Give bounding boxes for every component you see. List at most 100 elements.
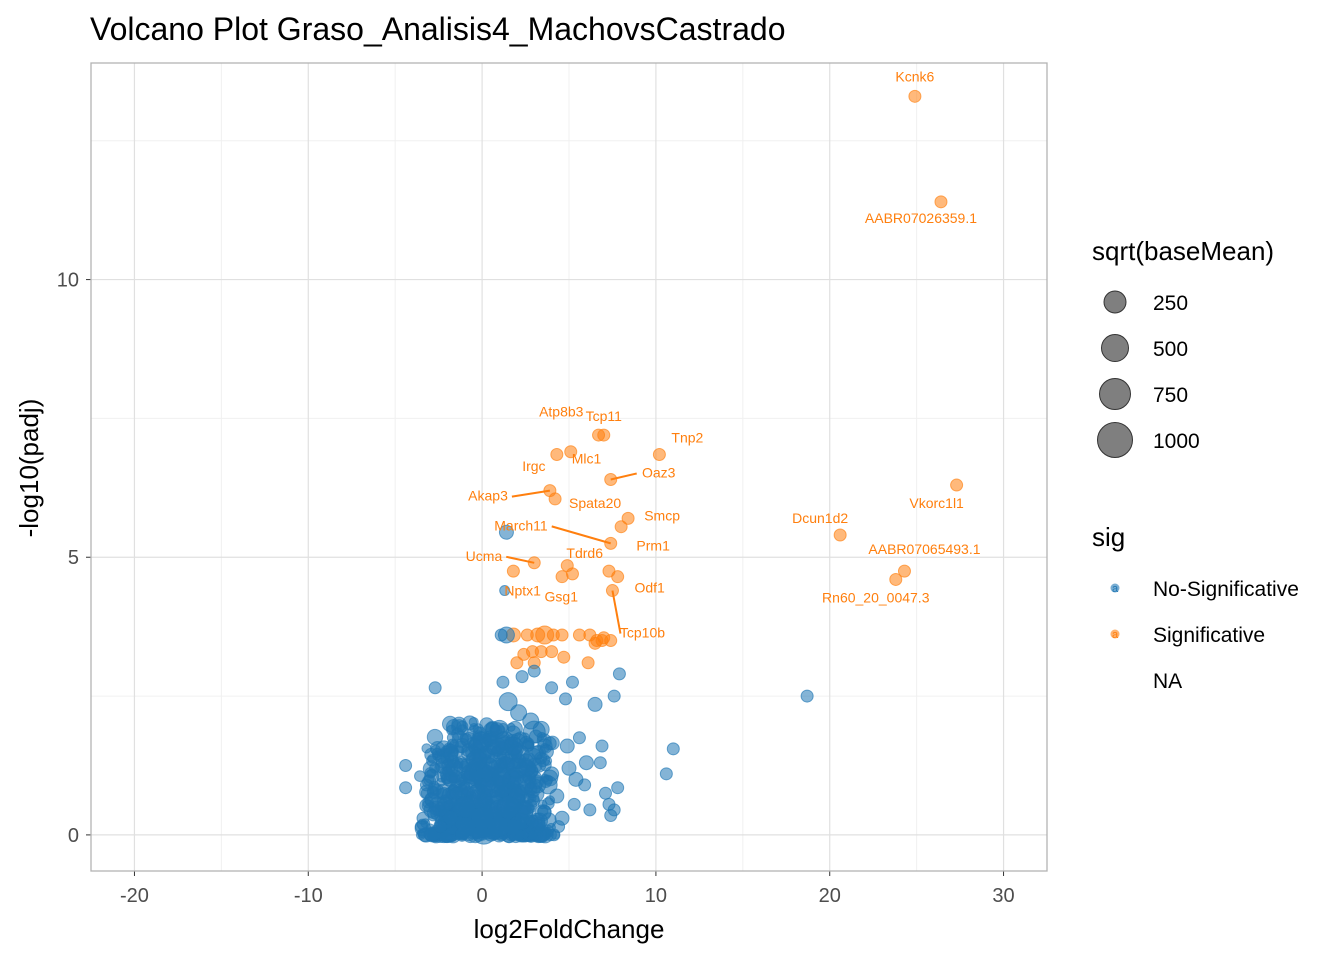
data-point-no-significative — [445, 759, 463, 777]
data-point-significative — [897, 564, 911, 578]
data-point-no-significative — [510, 704, 528, 722]
data-point-no-significative — [607, 803, 621, 817]
data-point-no-significative — [515, 818, 527, 830]
data-point-no-significative — [595, 739, 609, 753]
legend-color-key-sig — [1110, 629, 1120, 639]
panel-border — [90, 62, 1048, 872]
gene-label: Smcp — [644, 507, 680, 523]
gene-label: AABR07026359.1 — [865, 210, 977, 226]
data-point-significative — [548, 492, 562, 506]
data-point-no-significative — [498, 524, 514, 540]
gene-label: Oaz3 — [642, 464, 676, 480]
data-point-significative — [555, 570, 569, 584]
legend-size-1000: 1000 — [1153, 430, 1200, 453]
data-point-significative — [621, 511, 635, 525]
x-axis-label: log2FoldChange — [474, 914, 665, 944]
data-point-no-significative — [559, 738, 575, 754]
label-connector — [610, 472, 637, 481]
data-point-no-significative — [426, 806, 440, 820]
data-point-no-significative — [499, 585, 511, 597]
data-point-no-significative — [515, 670, 529, 684]
data-point-no-significative — [433, 820, 447, 834]
data-point-significative — [614, 520, 628, 534]
data-point-no-significative — [593, 756, 607, 770]
data-point-no-significative — [666, 742, 680, 756]
series-significative — [505, 89, 964, 670]
data-point-significative — [908, 89, 922, 103]
data-point-no-significative — [428, 681, 442, 695]
data-point-significative — [934, 195, 948, 209]
legend-color-key-nosig — [1110, 583, 1120, 593]
gene-label: March11 — [494, 517, 548, 533]
y-tick-label: 10 — [57, 270, 79, 292]
series-no-significative — [399, 524, 814, 845]
label-connector — [611, 590, 622, 634]
data-point-no-significative — [532, 720, 550, 738]
gene-label: Spata20 — [569, 495, 621, 511]
data-point-no-significative — [494, 628, 508, 642]
x-tick-label: -20 — [120, 885, 149, 907]
data-point-significative — [545, 645, 559, 659]
data-point-significative — [564, 445, 578, 459]
data-point-significative — [595, 634, 609, 648]
x-tick-label: 10 — [645, 885, 667, 907]
y-axis-label: -log10(padj) — [14, 399, 44, 538]
gene-label: Atp8b3 — [539, 404, 584, 420]
data-point-significative — [506, 564, 520, 578]
gene-label: Odf1 — [634, 580, 665, 596]
legend-color-title: sig — [1092, 522, 1125, 552]
data-point-no-significative — [454, 796, 476, 818]
gene-label: Tnp2 — [671, 430, 703, 446]
legend-color-na: NA — [1153, 670, 1182, 693]
data-point-no-significative — [599, 786, 613, 800]
x-tick-label: 30 — [992, 885, 1014, 907]
data-point-no-significative — [399, 781, 413, 795]
gene-labels: Kcnk6 AABR07026359.1 Vkorc1l1 Dcun1d2 AABR07… — [466, 68, 981, 640]
data-point-no-significative — [561, 760, 577, 776]
data-point-no-significative — [587, 696, 603, 712]
data-point-no-significative — [443, 746, 459, 762]
gene-label: Rn60_20_0047.3 — [822, 589, 930, 605]
legend-size-key-750 — [1099, 378, 1131, 410]
y-tick-label: 0 — [68, 825, 79, 847]
legend-size-title: sqrt(baseMean) — [1092, 236, 1274, 266]
plot-panel: -20 -10 0 10 20 30 0 5 10 Kcnk6 AABR07026359.1 Vkor… — [57, 62, 1048, 907]
data-point-no-significative — [466, 749, 488, 771]
data-point-no-significative — [489, 719, 509, 739]
data-point-significative — [833, 528, 847, 542]
gene-label: Nptx1 — [504, 583, 541, 599]
data-point-no-significative — [612, 667, 626, 681]
gene-label: AABR07065493.1 — [868, 541, 980, 557]
data-point-no-significative — [538, 775, 558, 795]
data-point-no-significative — [472, 730, 492, 750]
data-point-no-significative — [419, 778, 433, 792]
data-point-significative — [950, 478, 964, 492]
data-point-no-significative — [496, 675, 510, 689]
gene-label: Mlc1 — [572, 451, 602, 467]
data-point-significative — [510, 656, 524, 670]
data-point-no-significative — [559, 692, 573, 706]
legend-size-250: 250 — [1153, 292, 1188, 315]
data-point-no-significative — [462, 715, 478, 731]
data-point-no-significative — [565, 675, 579, 689]
data-point-no-significative — [607, 689, 621, 703]
data-point-significative — [555, 628, 569, 642]
data-point-no-significative — [527, 664, 541, 678]
legend-color-nosig: No-Significative — [1153, 578, 1299, 601]
legend-size-key-500 — [1101, 334, 1129, 362]
data-point-no-significative — [530, 812, 548, 830]
gene-label: Tdrd6 — [566, 545, 603, 561]
data-point-no-significative — [568, 771, 584, 787]
data-point-significative — [889, 572, 903, 586]
data-point-no-significative — [443, 810, 459, 826]
legend-color-glyph-nosig: a — [1112, 583, 1119, 595]
data-point-no-significative — [527, 829, 538, 840]
y-tick-label: 5 — [68, 547, 79, 569]
data-point-no-significative — [456, 817, 476, 837]
data-point-no-significative — [487, 816, 509, 838]
gene-label: Prm1 — [636, 538, 670, 554]
data-point-no-significative — [517, 801, 535, 819]
label-connector — [551, 525, 611, 545]
gene-label: Irgc — [522, 458, 545, 474]
